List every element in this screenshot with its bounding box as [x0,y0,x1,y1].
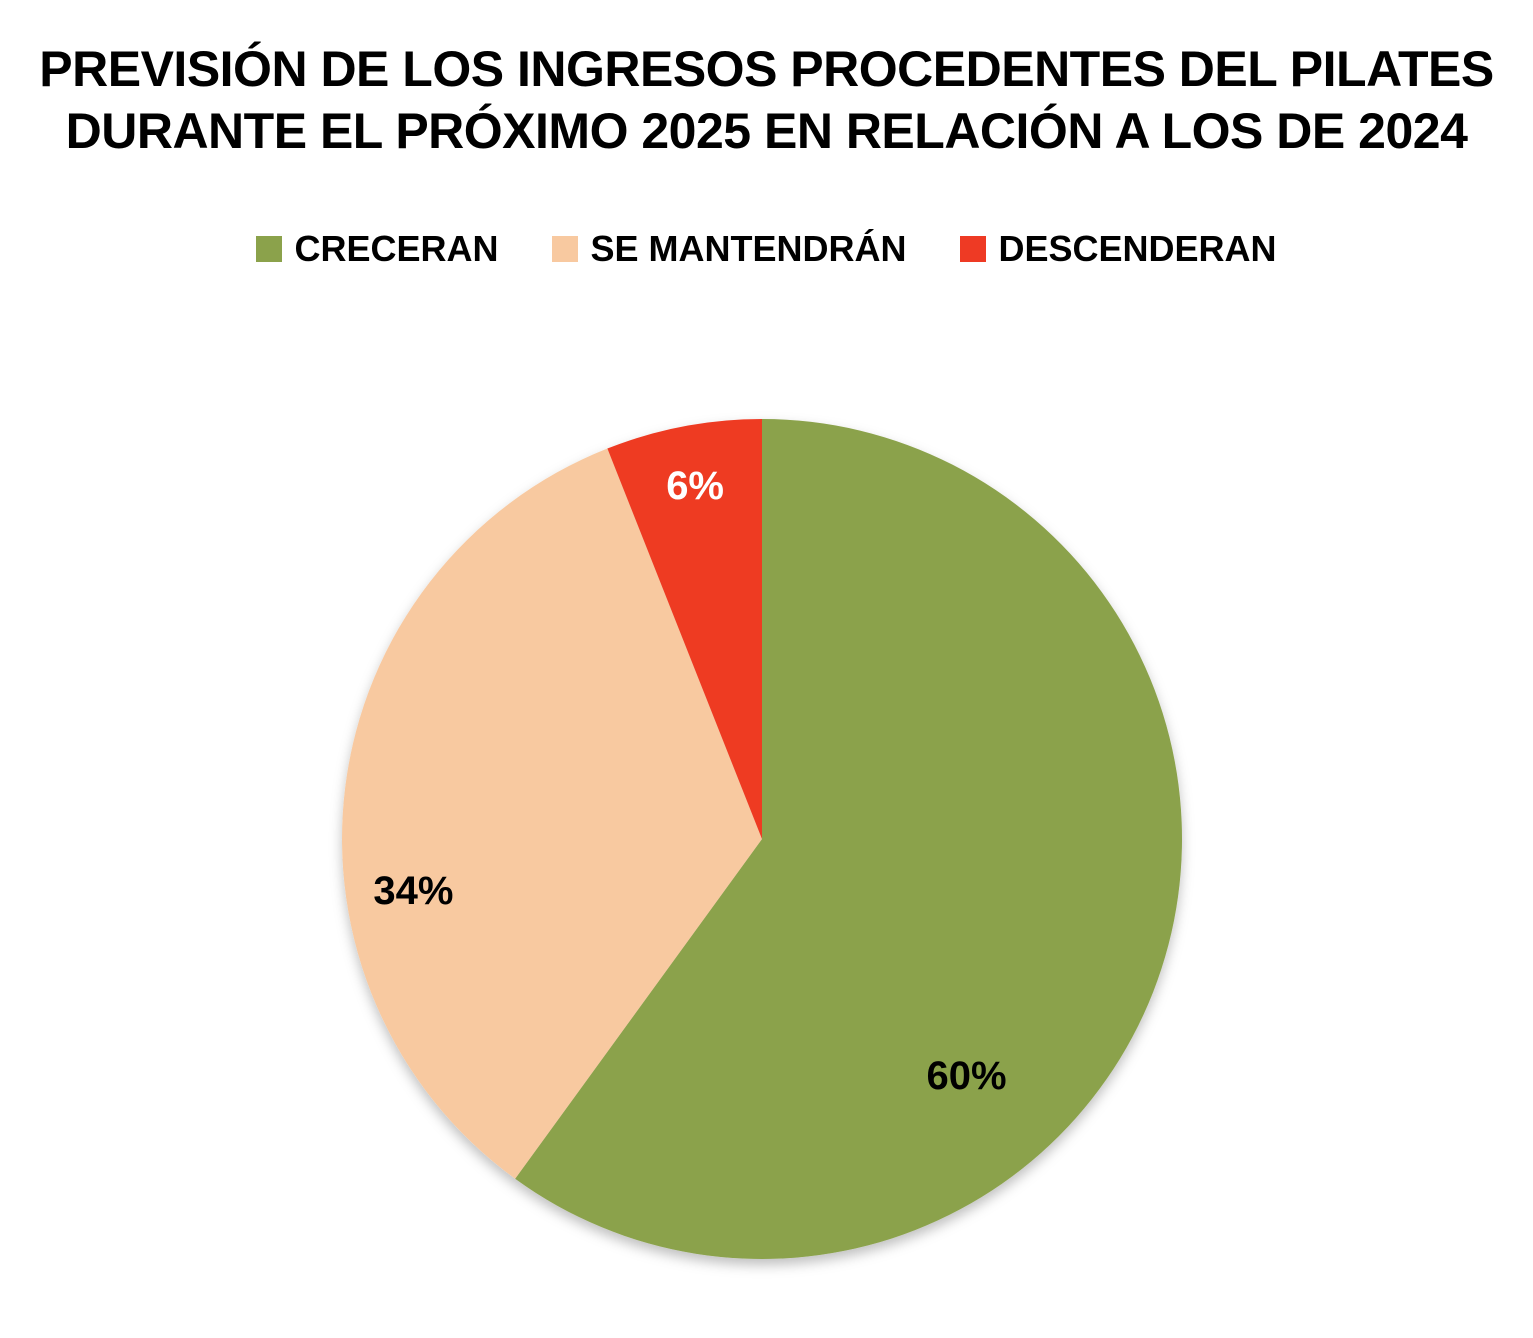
pie-label-creceran: 60% [926,1054,1006,1098]
legend-label-se-mantendran: SE MANTENDRÁN [590,228,907,269]
legend-item-descenderan: DESCENDERAN [960,228,1277,270]
pie-slice-creceran [515,419,1183,1259]
pie-slice-descenderan [607,419,762,839]
legend-label-creceran: CRECERAN [294,228,499,269]
legend-swatch-descenderan [960,236,987,262]
pie-label-descenderan: 6% [666,464,724,508]
legend-swatch-creceran [256,236,283,262]
legend-label-descenderan: DESCENDERAN [998,228,1277,269]
legend-item-se-mantendran: SE MANTENDRÁN [552,228,906,270]
chart-title-line-1: PREVISIÓN DE LOS INGRESOS PROCEDENTES DE… [39,41,1494,97]
chart-legend: CRECERAN SE MANTENDRÁN DESCENDERAN [0,228,1533,270]
legend-item-creceran: CRECERAN [256,228,498,270]
pie-slices [342,419,1183,1259]
chart-title: PREVISIÓN DE LOS INGRESOS PROCEDENTES DE… [0,38,1533,162]
pie-slice-se-mantendran [342,448,762,1179]
pie-slice-labels: 60% 34% 6% [373,464,1006,1098]
chart-title-line-2: DURANTE EL PRÓXIMO 2025 EN RELACIÓN A LO… [65,103,1468,159]
pie-label-se-mantendran: 34% [373,869,453,913]
legend-swatch-se-mantendran [552,236,579,262]
